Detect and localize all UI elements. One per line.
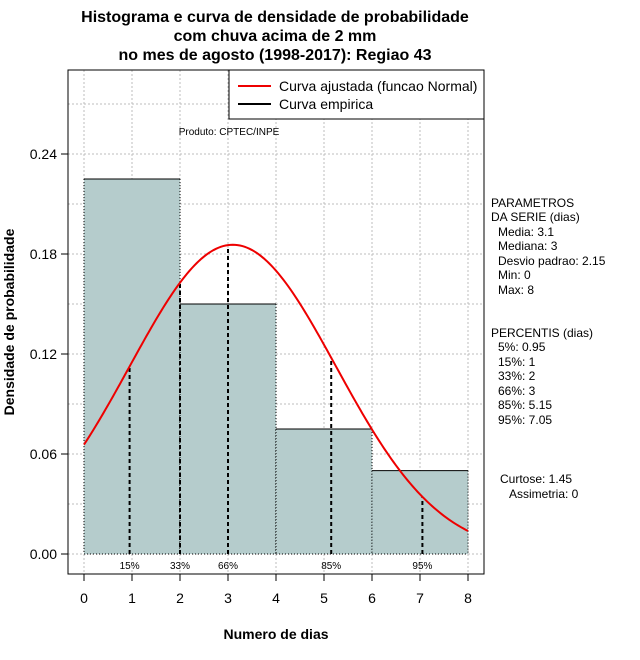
- x-tick-label: 5: [320, 590, 328, 606]
- param-desvio: Desvio padrao: 2.15: [498, 254, 606, 268]
- param-media: Media: 3.1: [498, 225, 554, 239]
- legend-fitted-label: Curva ajustada (funcao Normal): [279, 78, 477, 94]
- percentil-5: 5%: 0.95: [498, 340, 546, 354]
- percentile-marker-label: 95%: [412, 561, 432, 572]
- x-tick-label: 0: [80, 590, 88, 606]
- x-tick-label: 4: [272, 590, 280, 606]
- chart-title-line-2: com chuva acima de 2 mm: [174, 28, 377, 45]
- y-axis-title: Densidade de probabilidade: [1, 228, 17, 415]
- y-axis: 0.00 0.06 0.12 0.18 0.24: [30, 146, 68, 562]
- y-tick-label: 0.00: [30, 546, 57, 562]
- y-tick-label: 0.18: [30, 246, 57, 262]
- y-tick-label: 0.12: [30, 346, 57, 362]
- chart-title-line-3: no mes de agosto (1998-2017): Regiao 43: [119, 47, 432, 64]
- param-mediana: Mediana: 3: [498, 239, 558, 253]
- fitted-curve-layer: [83, 243, 469, 532]
- curtose: Curtose: 1.45: [500, 472, 572, 486]
- legend-box: [228, 69, 485, 120]
- side-panel: PARAMETROS DA SERIE (dias) Media: 3.1 Me…: [491, 196, 606, 501]
- percentil-15: 15%: 1: [498, 355, 536, 369]
- percentil-95: 95%: 7.05: [498, 413, 552, 427]
- x-tick-label: 2: [176, 590, 184, 606]
- histogram-bar: [276, 429, 372, 554]
- assimetria: Assimetria: 0: [509, 487, 579, 501]
- param-min: Min: 0: [498, 268, 531, 282]
- histogram-bar: [372, 470, 468, 554]
- product-note: Produto: CPTEC/INPE: [179, 127, 280, 138]
- percentil-66: 66%: 3: [498, 384, 536, 398]
- chart-title-line-1: Histograma e curva de densidade de proba…: [81, 9, 469, 26]
- legend-empirical-label: Curva empirica: [279, 96, 373, 112]
- param-max: Max: 8: [498, 283, 534, 297]
- params-title-2: DA SERIE (dias): [491, 210, 580, 224]
- x-axis: 0 1 2 3 4 5 6 7 8: [80, 574, 472, 606]
- legend: Curva ajustada (funcao Normal) Curva emp…: [228, 69, 485, 120]
- histogram-bar: [180, 304, 276, 554]
- percentil-33: 33%: 2: [498, 369, 536, 383]
- x-tick-label: 3: [224, 590, 232, 606]
- percentile-marker-label: 33%: [170, 561, 190, 572]
- percentile-marker-label: 85%: [321, 561, 341, 572]
- x-tick-label: 8: [464, 590, 472, 606]
- percentile-marker-label: 66%: [218, 561, 238, 572]
- params-title-1: PARAMETROS: [491, 196, 574, 210]
- percentile-markers: 15% 33% 66% 85% 95%: [120, 245, 433, 572]
- y-tick-label: 0.24: [30, 146, 57, 162]
- x-tick-label: 1: [128, 590, 136, 606]
- percentis-title: PERCENTIS (dias): [491, 326, 593, 340]
- histogram-bar: [84, 179, 180, 554]
- x-tick-label: 6: [368, 590, 376, 606]
- percentile-marker-label: 15%: [120, 561, 140, 572]
- y-tick-label: 0.06: [30, 446, 57, 462]
- x-axis-title: Numero de dias: [223, 626, 328, 642]
- fitted-normal-curve: [83, 243, 469, 532]
- histogram-bars: [83, 178, 469, 555]
- x-tick-label: 7: [416, 590, 424, 606]
- percentil-85: 85%: 5.15: [498, 398, 552, 412]
